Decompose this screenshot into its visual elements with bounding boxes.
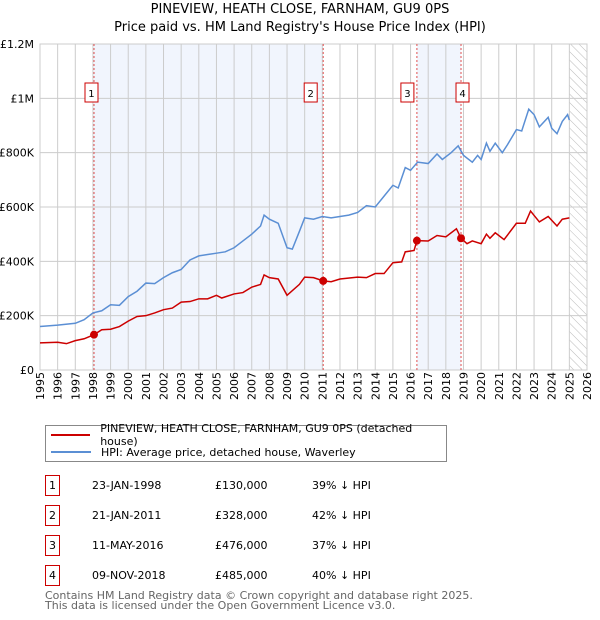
sale-hpi-diff: 42% ↓ HPI <box>312 509 371 522</box>
sale-price: £328,000 <box>215 509 268 522</box>
legend-swatch-red <box>51 434 91 436</box>
sale-label: 4 <box>459 89 465 100</box>
legend-label: HPI: Average price, detached house, Wave… <box>101 445 356 459</box>
x-tick-label: 1998 <box>87 372 100 400</box>
x-tick-label: 2018 <box>440 372 453 400</box>
legend-item-property: PINEVIEW, HEATH CLOSE, FARNHAM, GU9 0PS … <box>51 422 446 448</box>
x-tick-label: 2020 <box>475 372 488 400</box>
x-tick-label: 2003 <box>175 372 188 400</box>
footer-licence: This data is licensed under the Open Gov… <box>45 599 396 612</box>
sale-label: 1 <box>88 89 94 100</box>
price-chart: 1995 1996 1997 1998 1999 2000 2001 2002 2003 2004… <box>0 38 594 400</box>
x-tick-label: 2011 <box>316 372 329 400</box>
y-tick-label: £1.2M <box>0 38 34 51</box>
legend-item-hpi: HPI: Average price, detached house, Wave… <box>51 444 356 460</box>
sale-label: 3 <box>404 89 410 100</box>
sale-label: 2 <box>308 89 314 100</box>
chart-title: PINEVIEW, HEATH CLOSE, FARNHAM, GU9 0PS <box>150 2 450 17</box>
sale-label-box <box>455 82 470 103</box>
y-tick-label: £200K <box>0 310 35 323</box>
x-tick-label: 2021 <box>493 372 506 400</box>
x-tick-label: 2010 <box>299 372 312 400</box>
sale-hpi-diff: 40% ↓ HPI <box>312 569 371 582</box>
x-tick-label: 2013 <box>352 372 365 400</box>
x-tick-label: 2025 <box>563 372 576 400</box>
y-tick-label: £600K <box>0 201 35 214</box>
sale-price: £130,000 <box>215 479 268 492</box>
x-tick-label: 2014 <box>369 372 382 400</box>
x-tick-label: 1995 <box>34 372 47 400</box>
hpi-line <box>39 107 571 328</box>
sale-point <box>412 236 421 245</box>
property-price-line <box>39 209 570 345</box>
sale-row: 1 23-JAN-1998 £130,000 39% ↓ HPI <box>45 475 465 497</box>
x-tick-label: 2026 <box>581 372 594 400</box>
sale-marker-badge: 1 <box>45 475 60 496</box>
x-tick-label: 2000 <box>122 372 135 400</box>
x-tick-label: 2001 <box>140 372 153 400</box>
x-tick-label: 2015 <box>387 372 400 400</box>
sale-date: 09-NOV-2018 <box>92 569 166 582</box>
sale-point <box>319 276 328 285</box>
x-tick-label: 2008 <box>263 372 276 400</box>
sale-row: 3 11-MAY-2016 £476,000 37% ↓ HPI <box>45 535 465 557</box>
x-tick-label: 2004 <box>193 372 206 400</box>
sale-price: £485,000 <box>215 569 268 582</box>
sale-label-box <box>400 82 415 103</box>
sale-marker-badge: 4 <box>45 565 60 586</box>
x-tick-label: 2023 <box>528 372 541 400</box>
x-tick-label: 2024 <box>546 372 559 400</box>
x-tick-label: 1997 <box>69 372 82 400</box>
sale-point <box>89 330 98 339</box>
x-tick-label: 2012 <box>334 372 347 400</box>
x-tick-label: 2005 <box>210 372 223 400</box>
y-tick-label: £400K <box>0 255 35 268</box>
sale-hpi-diff: 37% ↓ HPI <box>312 539 371 552</box>
sale-row: 2 21-JAN-2011 £328,000 42% ↓ HPI <box>45 505 465 527</box>
sale-marker-badge: 2 <box>45 505 60 526</box>
x-tick-label: 2007 <box>246 372 259 400</box>
sale-date: 21-JAN-2011 <box>92 509 162 522</box>
plot-frame <box>39 43 588 371</box>
x-tick-label: 2016 <box>405 372 418 400</box>
x-tick-label: 2022 <box>510 372 523 400</box>
legend: PINEVIEW, HEATH CLOSE, FARNHAM, GU9 0PS … <box>45 422 447 462</box>
legend-swatch-blue <box>51 451 91 453</box>
sale-label-box <box>303 82 318 103</box>
x-tick-label: 2002 <box>158 372 171 400</box>
sale-price: £476,000 <box>215 539 268 552</box>
footer-copyright: Contains HM Land Registry data © Crown c… <box>45 589 473 602</box>
sale-label-box <box>84 82 99 103</box>
x-tick-label: 2009 <box>281 372 294 400</box>
y-tick-label: £0 <box>20 364 34 377</box>
x-tick-label: 2019 <box>457 372 470 400</box>
chart-subtitle: Price paid vs. HM Land Registry's House … <box>114 20 486 35</box>
sale-marker-badge: 3 <box>45 535 60 556</box>
x-tick-label: 1996 <box>52 372 65 400</box>
sale-point <box>457 234 466 243</box>
x-tick-label: 2017 <box>422 372 435 400</box>
y-tick-label: £1M <box>11 92 35 105</box>
sale-date: 11-MAY-2016 <box>92 539 164 552</box>
x-tick-label: 1999 <box>105 372 118 400</box>
sale-hpi-diff: 39% ↓ HPI <box>312 479 371 492</box>
y-tick-label: £800K <box>0 147 35 160</box>
x-tick-label: 2006 <box>228 372 241 400</box>
sale-date: 23-JAN-1998 <box>92 479 162 492</box>
sale-row: 4 09-NOV-2018 £485,000 40% ↓ HPI <box>45 565 465 587</box>
legend-label: PINEVIEW, HEATH CLOSE, FARNHAM, GU9 0PS … <box>100 422 413 448</box>
